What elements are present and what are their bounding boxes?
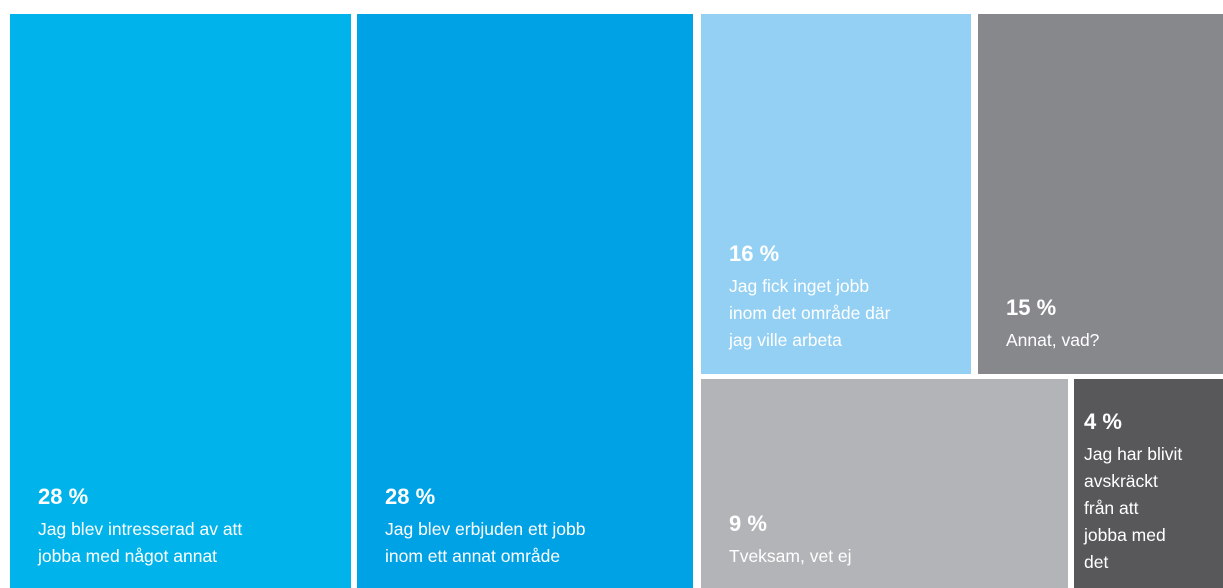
tile-text: 4 % Jag har blivit avskräckt från att job… (1084, 407, 1215, 576)
tile-category-label: Jag har blivit avskräckt från att jobba … (1084, 444, 1183, 572)
tile-text: 28 % Jag blev intresserad av att jobba me… (38, 482, 343, 570)
tile-value-label: 16 % (729, 241, 780, 266)
tile-text: 16 % Jag fick inget jobb inom det område … (729, 239, 963, 354)
tile-category-label: Jag blev erbjuden ett jobb inom ett anna… (385, 519, 586, 566)
tile-text: 9 % Tveksam, vet ej (729, 509, 1060, 570)
treemap-tile: 9 % Tveksam, vet ej (701, 379, 1068, 588)
tile-category-label: Annat, vad? (1006, 330, 1100, 350)
tile-value-label: 9 % (729, 511, 767, 536)
tile-text: 15 % Annat, vad? (1006, 293, 1215, 354)
tile-category-label: Jag blev intresserad av att jobba med nå… (38, 519, 243, 566)
treemap-tile: 15 % Annat, vad? (978, 14, 1223, 374)
tile-value-label: 15 % (1006, 295, 1057, 320)
treemap-tile: 4 % Jag har blivit avskräckt från att job… (1074, 379, 1223, 588)
tile-value-label: 28 % (38, 484, 89, 509)
treemap-tile: 28 % Jag blev erbjuden ett jobb inom ett … (357, 14, 693, 588)
treemap-tile: 28 % Jag blev intresserad av att jobba me… (10, 14, 351, 588)
tile-value-label: 4 % (1084, 409, 1122, 434)
treemap-tile: 16 % Jag fick inget jobb inom det område … (701, 14, 971, 374)
tile-category-label: Tveksam, vet ej (729, 546, 852, 566)
tile-value-label: 28 % (385, 484, 436, 509)
tile-text: 28 % Jag blev erbjuden ett jobb inom ett … (385, 482, 685, 570)
tile-category-label: Jag fick inget jobb inom det område där … (729, 276, 891, 350)
